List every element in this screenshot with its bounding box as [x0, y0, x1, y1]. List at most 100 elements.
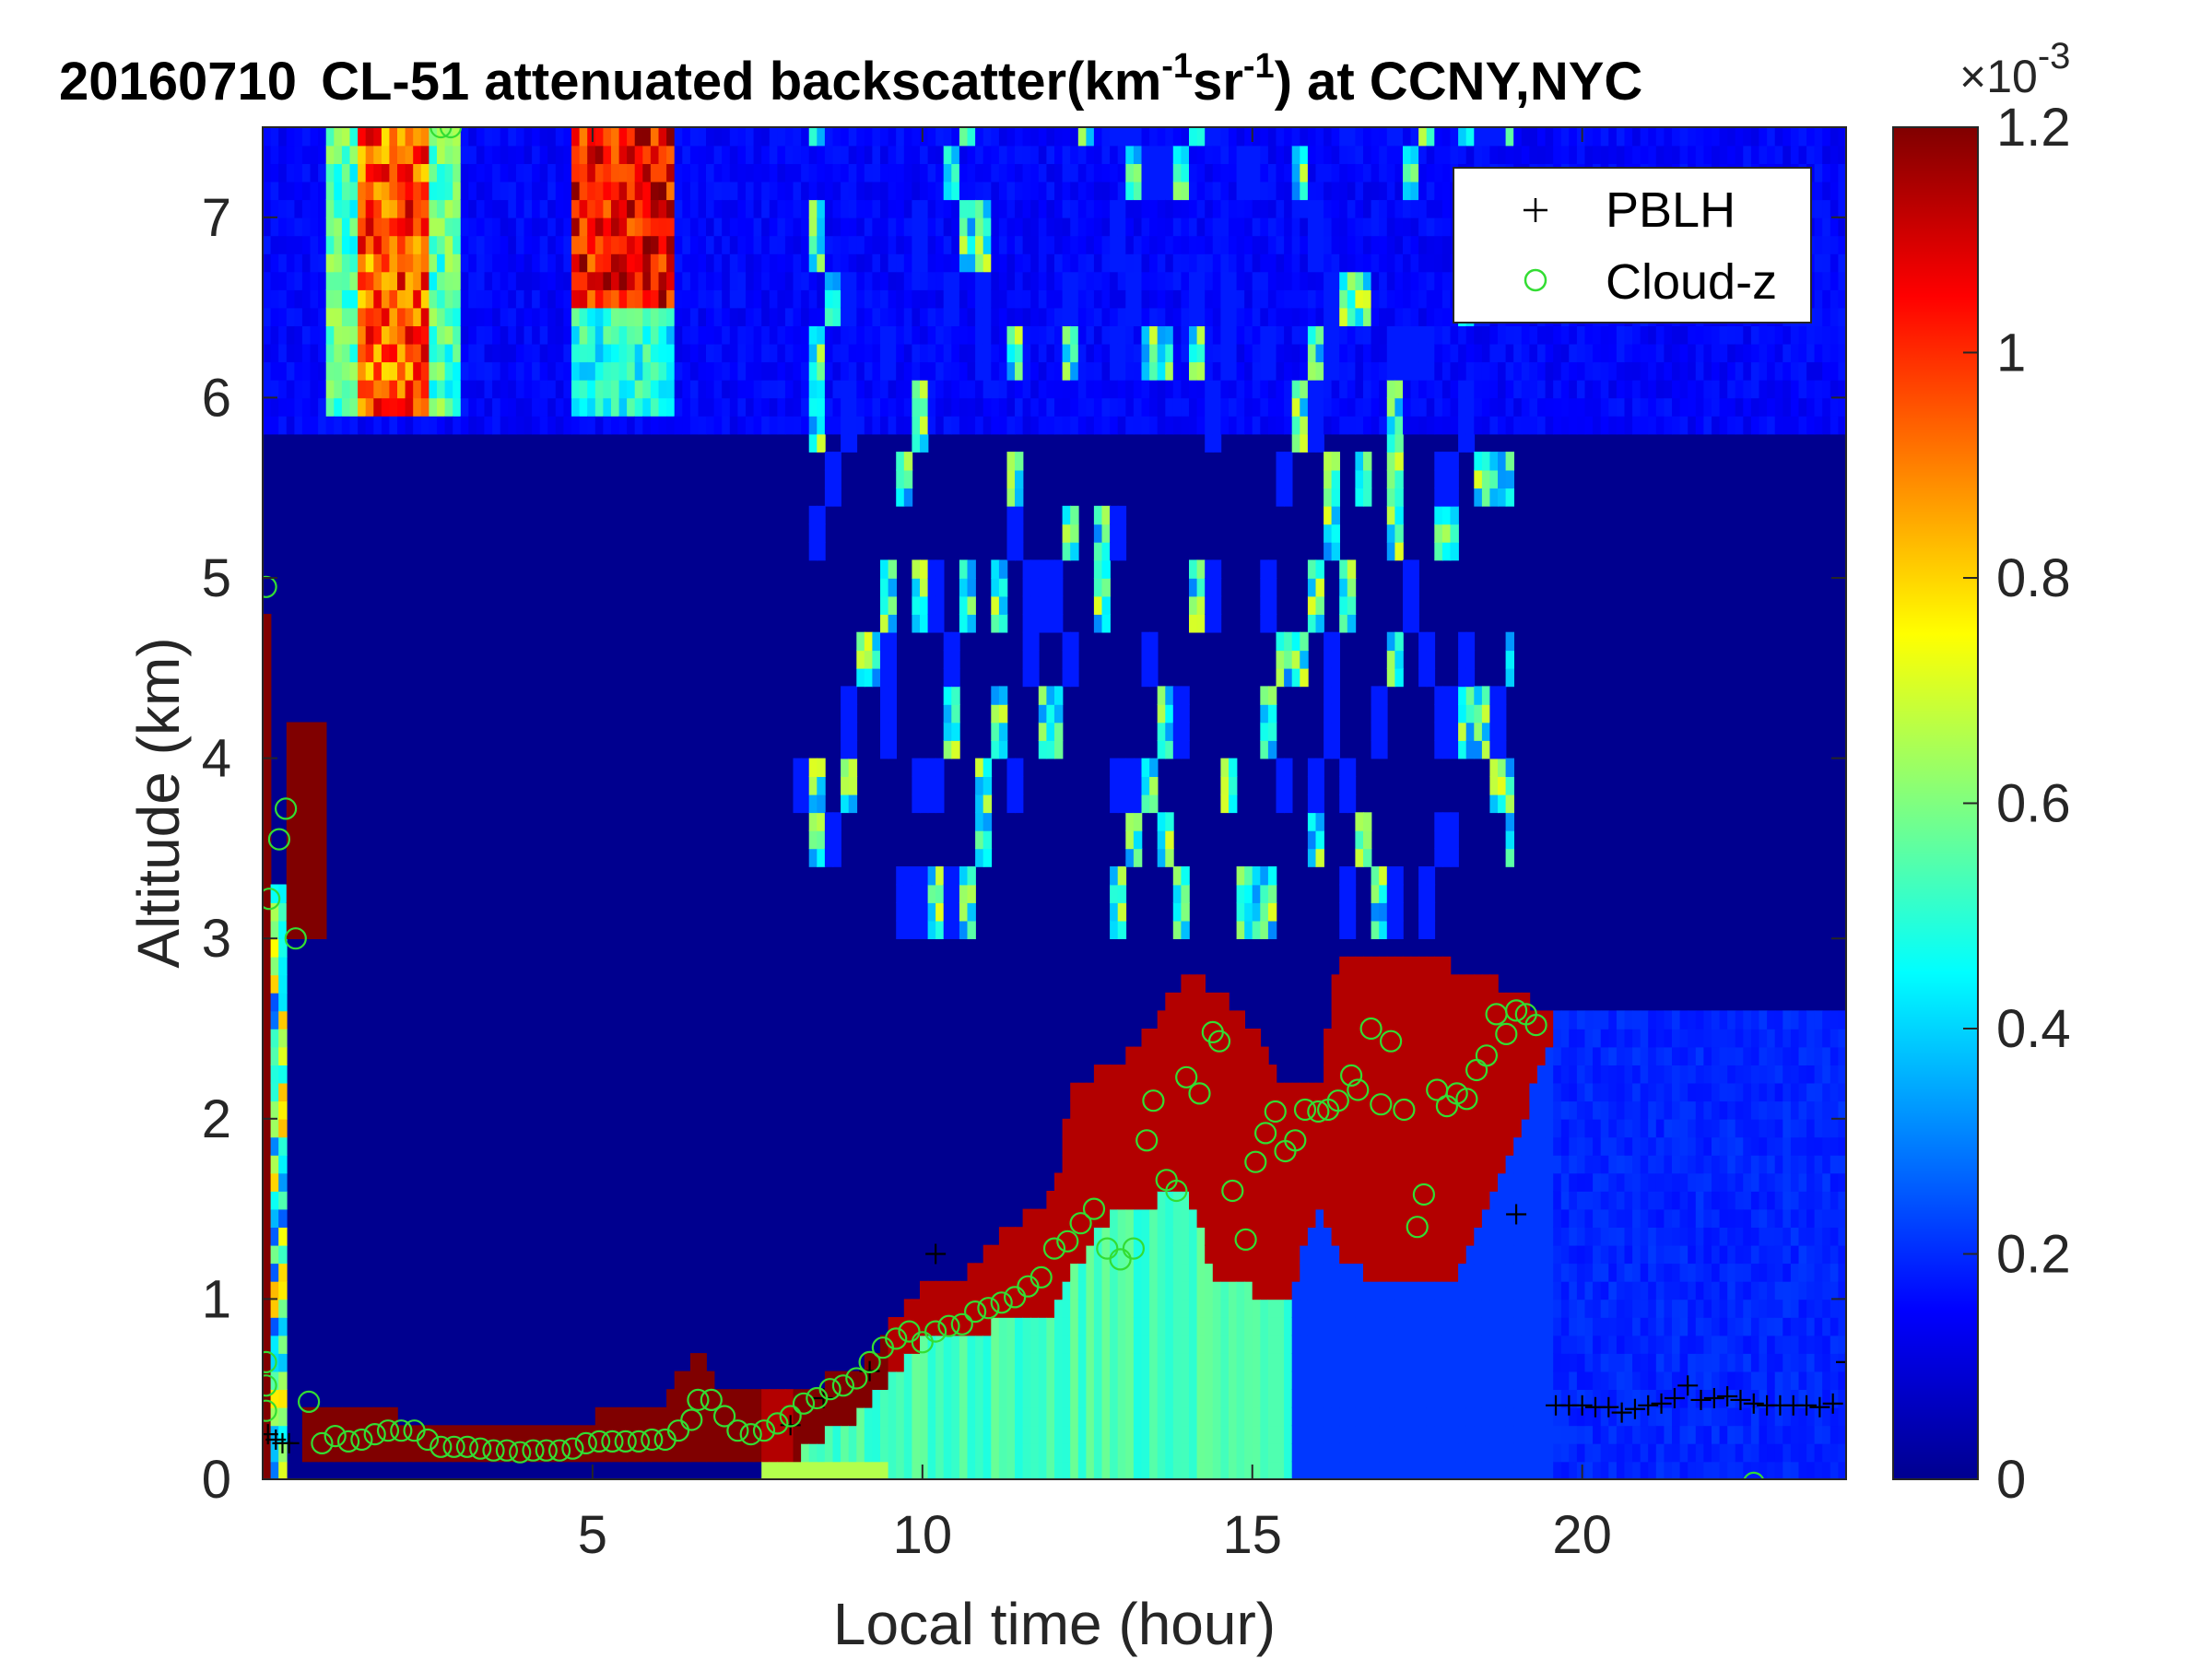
heatmap-cell [1252, 1353, 1262, 1372]
heatmap-cell [1030, 1406, 1040, 1427]
heatmap-cell [1307, 1389, 1317, 1408]
heatmap-cell [500, 1425, 510, 1444]
heatmap-cell [263, 307, 272, 326]
heatmap-cell [468, 163, 477, 182]
heatmap-cell [1157, 1442, 1167, 1463]
heatmap-cell [920, 1299, 929, 1318]
heatmap-cell [841, 776, 850, 795]
heatmap-cell [1165, 416, 1174, 435]
heatmap-cell [1212, 1010, 1222, 1030]
heatmap-cell [1189, 1299, 1198, 1318]
heatmap-cell [1015, 488, 1024, 507]
heatmap-cell [1212, 1029, 1222, 1048]
heatmap-cell [1149, 163, 1159, 182]
heatmap-cell [1125, 1389, 1135, 1408]
heatmap-cell [1212, 1172, 1222, 1192]
heatmap-cell [841, 433, 850, 453]
heatmap-cell [1220, 1010, 1230, 1030]
heatmap-cell [413, 1425, 422, 1444]
heatmap-cell [880, 667, 889, 688]
heatmap-cell [263, 1029, 272, 1048]
heatmap-cell [888, 740, 897, 759]
heatmap-cell [880, 1335, 889, 1354]
heatmap-cell [1315, 614, 1324, 633]
heatmap-cell [1157, 703, 1167, 724]
heatmap-cell [1291, 199, 1301, 218]
heatmap-cell [1165, 271, 1174, 290]
heatmap-cell [263, 1317, 272, 1336]
heatmap-cell [1125, 325, 1135, 345]
heatmap-cell [1379, 307, 1388, 326]
heatmap-cell [381, 325, 391, 345]
heatmap-cell [1015, 127, 1024, 128]
heatmap-cell [1101, 1208, 1111, 1228]
heatmap-cell [1141, 235, 1150, 254]
heatmap-cell [1054, 578, 1064, 597]
heatmap-cell [1212, 1335, 1222, 1354]
heatmap-cell [903, 902, 913, 922]
heatmap-cell [1205, 163, 1214, 182]
heatmap-cell [444, 1425, 453, 1444]
heatmap-cell [880, 740, 889, 759]
heatmap-cell [1284, 1118, 1293, 1138]
heatmap-cell [1331, 1010, 1340, 1030]
heatmap-cell [1022, 307, 1031, 326]
heatmap-cell [1355, 416, 1364, 435]
heatmap-cell [841, 758, 850, 777]
heatmap-cell [1284, 397, 1293, 417]
heatmap-cell [1189, 595, 1198, 615]
heatmap-cell [1363, 127, 1372, 128]
heatmap-cell [1252, 199, 1262, 218]
heatmap-cell [1110, 1425, 1119, 1444]
heatmap-cell [912, 127, 921, 128]
heatmap-cell [943, 361, 953, 381]
title-tail: ) at CCNY,NYC [1275, 52, 1643, 112]
heatmap-cell [270, 253, 279, 273]
heatmap-cell [1157, 740, 1167, 759]
heatmap-cell [1355, 1010, 1364, 1030]
heatmap-cell [1339, 379, 1348, 399]
heatmap-cell [1220, 1280, 1230, 1300]
heatmap-cell [713, 127, 723, 128]
heatmap-cell [777, 271, 786, 290]
heatmap-cell [674, 343, 684, 363]
heatmap-cell [769, 379, 779, 399]
heatmap-cell [1054, 325, 1064, 345]
heatmap-cell [389, 361, 398, 381]
heatmap-cell [349, 199, 359, 218]
heatmap-cell [1394, 902, 1404, 922]
heatmap-cell [1260, 1172, 1269, 1192]
heatmap-cell [1157, 1353, 1167, 1372]
heatmap-cell [1347, 361, 1357, 381]
heatmap-cell [769, 235, 779, 254]
heatmap-cell [594, 235, 605, 254]
heatmap-cell [587, 253, 596, 273]
heatmap-cell [587, 361, 596, 381]
heatmap-cell [1260, 163, 1269, 182]
heatmap-cell [405, 127, 414, 147]
heatmap-cell [555, 217, 565, 237]
heatmap-cell [1189, 1280, 1198, 1300]
heatmap-cell [817, 541, 826, 561]
heatmap-cell [1212, 1406, 1222, 1427]
heatmap-cell [1394, 397, 1404, 417]
heatmap-cell [753, 127, 762, 128]
heatmap-cell [1276, 217, 1285, 237]
heatmap-cell [1252, 866, 1262, 886]
heatmap-cell [1030, 361, 1040, 381]
heatmap-cell [1276, 1244, 1285, 1265]
heatmap-cell [278, 992, 288, 1012]
heatmap-cell [358, 1425, 367, 1444]
heatmap-cell [627, 271, 636, 290]
heatmap-cell [524, 253, 533, 273]
heatmap-cell [1339, 1317, 1348, 1336]
heatmap-cell [1220, 253, 1230, 273]
heatmap-cell [1212, 1317, 1222, 1336]
heatmap-cell [627, 217, 636, 237]
heatmap-cell [864, 650, 874, 669]
heatmap-cell [903, 1353, 913, 1372]
heatmap-cell [1125, 812, 1135, 831]
heatmap-cell [1110, 794, 1119, 814]
heatmap-cell [587, 307, 596, 326]
heatmap-cell [1196, 1317, 1206, 1336]
